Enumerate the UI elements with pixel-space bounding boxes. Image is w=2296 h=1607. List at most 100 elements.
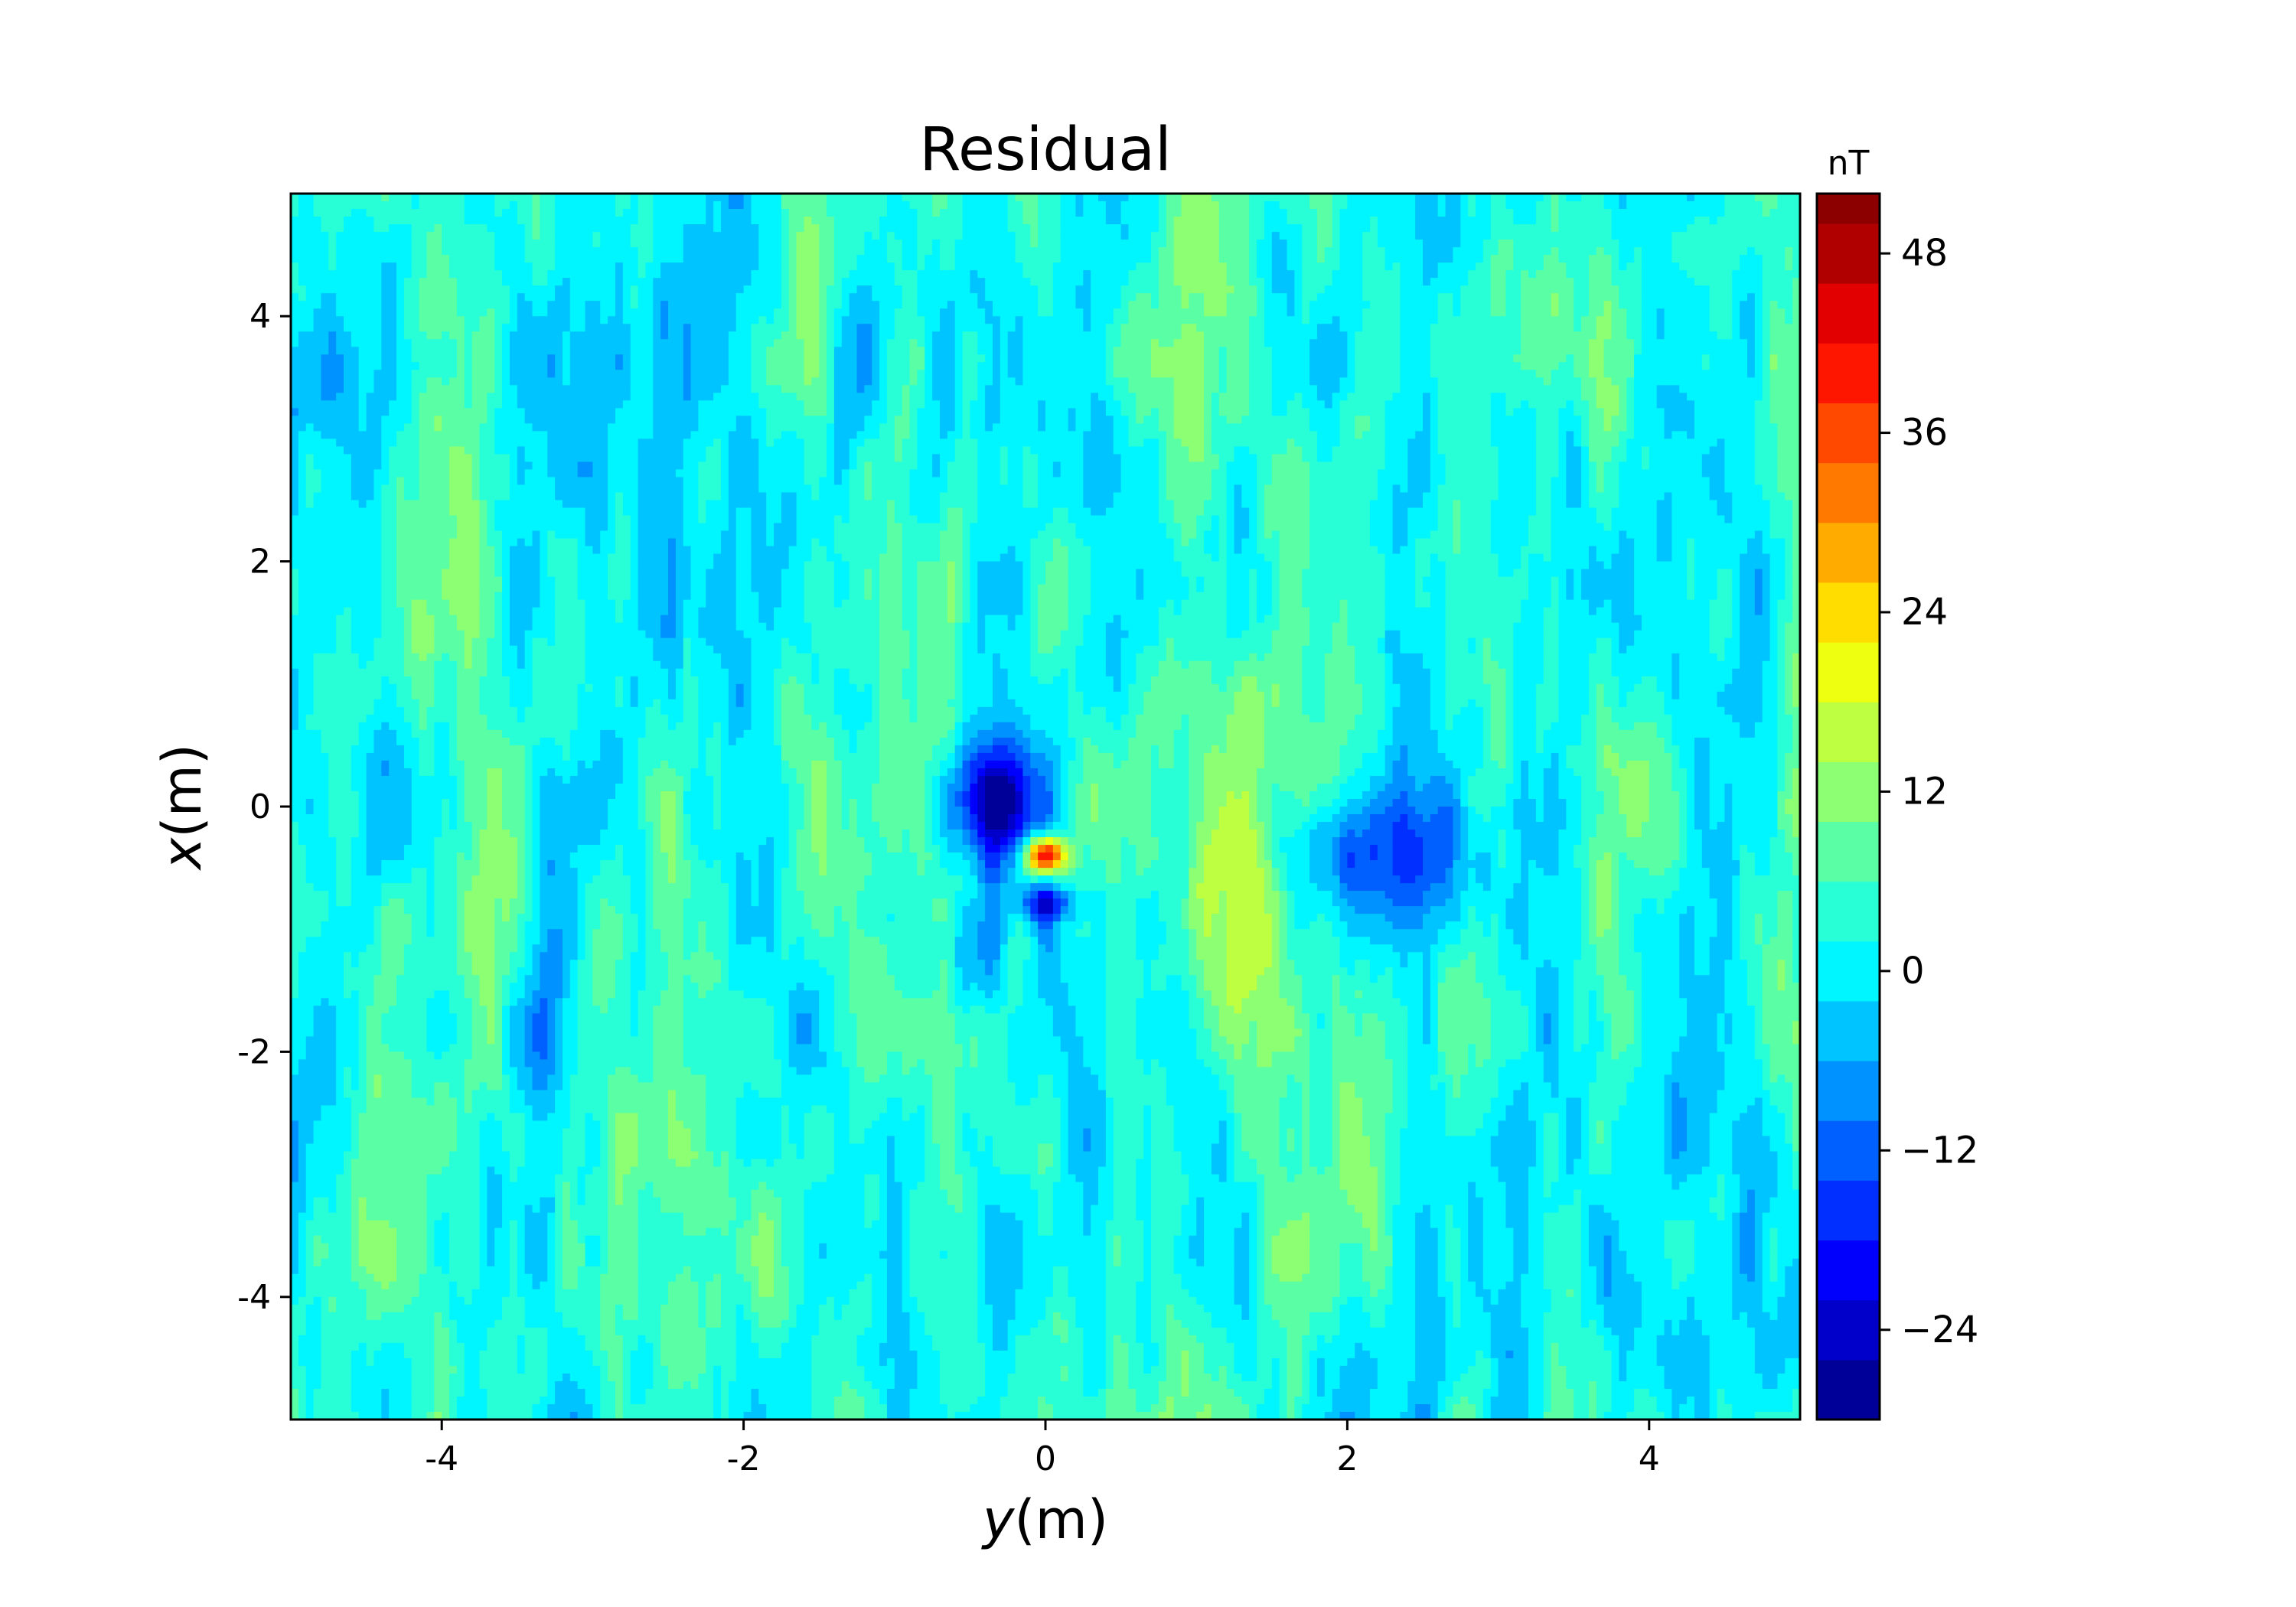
heatmap-cell — [833, 224, 843, 233]
heatmap-cell — [1611, 217, 1619, 225]
heatmap-cell — [683, 347, 692, 355]
heatmap-cell — [1113, 362, 1122, 370]
heatmap-cell — [502, 194, 510, 202]
heatmap-cell — [1143, 347, 1152, 355]
heatmap-cell — [925, 224, 933, 233]
heatmap-cell — [1551, 255, 1560, 263]
heatmap-cell — [1091, 278, 1099, 286]
heatmap-cell — [1158, 224, 1167, 233]
heatmap-cell — [1045, 301, 1054, 309]
heatmap-cell — [419, 377, 428, 386]
heatmap-cell — [766, 377, 775, 386]
heatmap-cell — [1476, 316, 1484, 324]
heatmap-cell — [713, 316, 722, 324]
heatmap-cell — [872, 209, 880, 217]
heatmap-cell — [947, 209, 956, 217]
heatmap-cell — [1384, 324, 1394, 332]
heatmap-cell — [411, 308, 420, 317]
heatmap-cell — [291, 201, 299, 210]
heatmap-cell — [992, 285, 1001, 294]
heatmap-cell — [1445, 270, 1454, 279]
heatmap-cell — [917, 255, 925, 263]
heatmap-cell — [1173, 270, 1182, 279]
heatmap-cell — [713, 324, 722, 332]
heatmap-cell — [774, 255, 782, 263]
heatmap-cell — [336, 377, 344, 386]
heatmap-cell — [358, 278, 367, 286]
heatmap-cell — [630, 262, 639, 271]
heatmap-cell — [1143, 316, 1152, 324]
heatmap-cell — [1777, 347, 1786, 355]
heatmap-cell — [291, 262, 299, 271]
heatmap-cell — [366, 255, 375, 263]
heatmap-cell — [758, 224, 767, 233]
heatmap-cell — [1204, 232, 1212, 240]
heatmap-cell — [1792, 270, 1800, 279]
heatmap-cell — [864, 316, 872, 324]
heatmap-cell — [1437, 224, 1446, 233]
heatmap-cell — [630, 194, 639, 202]
heatmap-cell — [1309, 362, 1318, 370]
heatmap-cell — [1407, 240, 1416, 248]
heatmap-cell — [1038, 316, 1046, 324]
heatmap-cell — [1785, 209, 1793, 217]
heatmap-cell — [426, 270, 435, 279]
heatmap-cell — [1339, 370, 1348, 378]
heatmap-cell — [962, 285, 970, 294]
heatmap-cell — [1075, 270, 1084, 279]
heatmap-cell — [1060, 247, 1069, 256]
heatmap-cell — [1369, 255, 1378, 263]
heatmap-cell — [615, 224, 624, 233]
heatmap-cell — [532, 324, 540, 332]
heatmap-cell — [569, 316, 579, 324]
heatmap-cell — [532, 347, 540, 355]
heatmap-cell — [358, 270, 367, 279]
heatmap-cell — [1407, 201, 1416, 210]
heatmap-cell — [1460, 285, 1469, 294]
heatmap-cell — [1445, 308, 1454, 317]
heatmap-cell — [879, 377, 888, 386]
heatmap-cell — [1498, 308, 1507, 317]
heatmap-cell — [1052, 293, 1062, 302]
heatmap-cell — [925, 240, 933, 248]
heatmap-cell — [517, 347, 526, 355]
heatmap-cell — [660, 240, 669, 248]
heatmap-cell — [1045, 194, 1054, 202]
heatmap-cell — [1528, 308, 1537, 317]
heatmap-cell — [1128, 293, 1137, 302]
heatmap-cell — [886, 247, 895, 256]
heatmap-cell — [985, 262, 993, 271]
heatmap-cell — [977, 278, 986, 286]
heatmap-cell — [1362, 285, 1371, 294]
heatmap-cell — [1619, 293, 1627, 302]
heatmap-cell — [1513, 217, 1521, 225]
heatmap-cell — [1596, 209, 1605, 217]
heatmap-cell — [305, 354, 315, 363]
heatmap-cell — [622, 270, 631, 279]
heatmap-cell — [728, 370, 737, 378]
heatmap-cell — [886, 347, 895, 355]
heatmap-cell — [1218, 339, 1228, 347]
heatmap-cell — [442, 232, 450, 240]
heatmap-cell — [351, 270, 360, 279]
heatmap-cell — [381, 370, 390, 378]
heatmap-cell — [1196, 217, 1205, 225]
heatmap-cell — [758, 232, 767, 240]
heatmap-cell — [1309, 194, 1318, 202]
heatmap-cell — [1324, 362, 1333, 370]
heatmap-cell — [954, 308, 964, 317]
heatmap-cell — [1588, 270, 1597, 279]
heatmap-cell — [1717, 285, 1725, 294]
heatmap-cell — [577, 270, 586, 279]
heatmap-cell — [442, 194, 450, 202]
heatmap-cell — [1279, 370, 1288, 378]
heatmap-cell — [1543, 285, 1552, 294]
heatmap-cell — [1332, 232, 1341, 240]
heatmap-cell — [1196, 331, 1205, 340]
heatmap-cell — [1498, 316, 1507, 324]
heatmap-cell — [774, 270, 782, 279]
heatmap-cell — [1189, 270, 1197, 279]
heatmap-cell — [456, 224, 465, 233]
heatmap-cell — [735, 285, 745, 294]
heatmap-cell — [373, 247, 382, 256]
